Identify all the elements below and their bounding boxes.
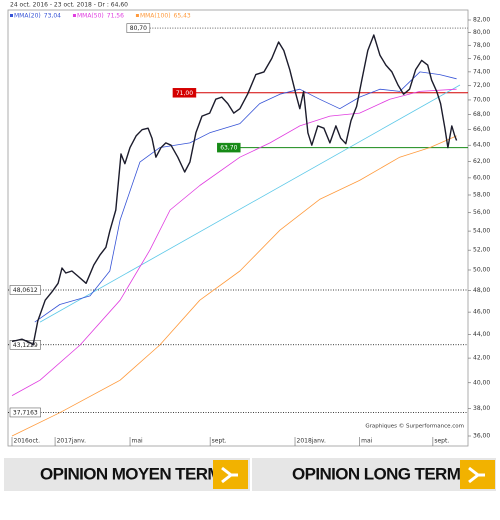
y-tick-label: 44,00 xyxy=(473,331,490,338)
legend-name: MMA(50) xyxy=(77,13,104,20)
legend-swatch xyxy=(135,14,139,17)
level-label-box xyxy=(172,88,197,98)
level-label: 48,0612 xyxy=(13,287,38,294)
level-label-box xyxy=(9,285,41,295)
y-tick-label: 74,00 xyxy=(473,68,490,75)
y-tick-label: 78,00 xyxy=(473,42,490,49)
y-tick-label: 36,00 xyxy=(473,433,490,440)
level-label: 71,00 xyxy=(176,90,193,97)
level-label: 37,7163 xyxy=(13,409,38,416)
level-label-box xyxy=(126,23,151,33)
credit: Graphiques © Surperformance.com xyxy=(365,423,464,430)
moving-average-line xyxy=(11,88,457,396)
y-tick-label: 58,00 xyxy=(473,191,490,198)
y-tick-label: 38,00 xyxy=(473,405,490,412)
y-tick-label: 66,00 xyxy=(473,126,490,133)
y-tick-label: 64,00 xyxy=(473,142,490,149)
x-tick-label: mai xyxy=(361,438,373,445)
y-tick-label: 82,00 xyxy=(473,17,490,24)
x-tick-label: 2017janv. xyxy=(57,438,87,445)
button-label[interactable]: OPINION LONG TERME xyxy=(292,464,472,483)
y-tick-label: 42,00 xyxy=(473,355,490,362)
chart-header: 24 oct. 2016 - 23 oct. 2018 - Dr : 64,60 xyxy=(10,2,128,9)
moving-average-line xyxy=(11,135,457,437)
y-tick-label: 80,00 xyxy=(473,29,490,36)
level-label: 43,1229 xyxy=(13,342,38,349)
x-tick-label: 2018janv. xyxy=(297,438,327,445)
y-tick-label: 56,00 xyxy=(473,209,490,216)
y-tick-label: 72,00 xyxy=(473,82,490,89)
legend-name: MMA(20) xyxy=(14,13,41,20)
level-label-box xyxy=(9,407,41,418)
y-tick-label: 76,00 xyxy=(473,55,490,62)
y-tick-label: 68,00 xyxy=(473,111,490,118)
level-label-box xyxy=(217,142,241,153)
legend-value: 73,04 xyxy=(44,13,61,20)
y-tick-label: 48,00 xyxy=(473,287,490,294)
button-label[interactable]: OPINION MOYEN TERME xyxy=(40,464,233,483)
y-tick-label: 46,00 xyxy=(473,309,490,316)
y-tick-label: 62,00 xyxy=(473,158,490,165)
x-tick-label: mai xyxy=(132,438,144,445)
x-tick-label: sept. xyxy=(212,438,227,445)
button[interactable] xyxy=(4,458,250,491)
legend-swatch xyxy=(72,14,76,17)
y-tick-label: 54,00 xyxy=(473,228,490,235)
x-tick-label: sept. xyxy=(434,438,449,445)
plot: 36,00 38,00 40,00 42,00 44,00 46,00 48,00 50,00… xyxy=(8,13,490,446)
y-tick-label: 40,00 xyxy=(473,379,490,386)
arrow xyxy=(468,466,485,484)
moving-average-line xyxy=(34,71,457,323)
trend-line xyxy=(39,84,461,323)
y-tick-label: 70,00 xyxy=(473,96,490,103)
price-line xyxy=(11,34,458,346)
level-label: 80,70 xyxy=(130,25,147,32)
legend-value: 65,43 xyxy=(174,13,191,20)
legend-swatch xyxy=(10,14,13,17)
button[interactable] xyxy=(252,458,496,491)
legend-value: 71,56 xyxy=(107,13,124,20)
arrow xyxy=(221,466,238,484)
level-label: 63,70 xyxy=(220,145,237,152)
y-tick-label: 52,00 xyxy=(473,247,490,254)
y-tick-label: 60,00 xyxy=(473,174,490,181)
chart-frame xyxy=(7,9,469,447)
x-tick-label: 2016oct. xyxy=(14,438,41,445)
legend-name: MMA(100) xyxy=(140,13,171,20)
y-tick-label: 50,00 xyxy=(473,266,490,273)
